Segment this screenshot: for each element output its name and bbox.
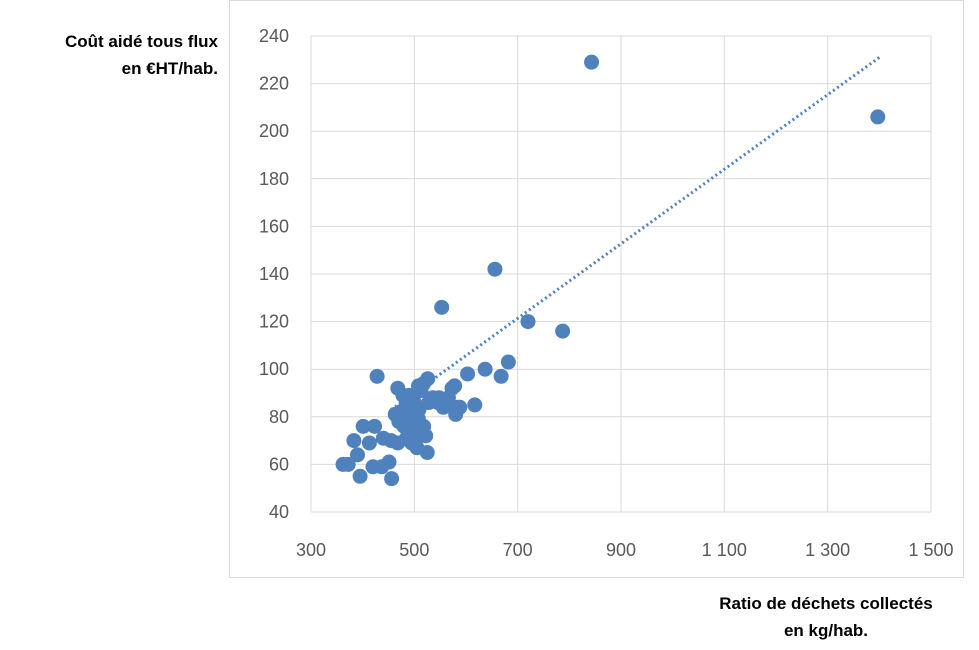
y-tick-label: 240 xyxy=(259,26,289,46)
x-axis-title: Ratio de déchets collectés en kg/hab. xyxy=(640,590,979,644)
y-axis-title: Coût aidé tous flux en €HT/hab. xyxy=(0,28,218,82)
data-point xyxy=(355,418,371,434)
y-tick-label: 40 xyxy=(269,502,289,522)
y-axis-title-line-2: en €HT/hab. xyxy=(121,59,218,78)
data-point xyxy=(406,421,422,437)
data-point xyxy=(420,371,436,387)
x-axis-title-line-2: en kg/hab. xyxy=(783,621,869,640)
data-point xyxy=(361,435,377,451)
y-tick-label: 140 xyxy=(259,264,289,284)
data-point xyxy=(447,378,463,394)
trendline xyxy=(390,56,881,411)
data-point xyxy=(375,430,391,446)
y-tick-label: 220 xyxy=(259,74,289,94)
data-point xyxy=(584,54,600,70)
x-axis-title-line-1: Ratio de déchets collectés xyxy=(719,594,933,613)
data-point xyxy=(448,406,464,422)
data-point xyxy=(384,471,400,487)
data-point xyxy=(411,402,427,418)
y-tick-label: 100 xyxy=(259,359,289,379)
data-point xyxy=(381,454,397,470)
y-tick-label: 120 xyxy=(259,312,289,332)
y-axis-title-line-1: Coût aidé tous flux xyxy=(65,32,218,51)
chart-area xyxy=(229,0,964,578)
data-point xyxy=(493,368,509,384)
x-tick-label: 1 100 xyxy=(702,540,747,560)
data-point xyxy=(870,109,886,125)
x-tick-label: 1 500 xyxy=(908,540,953,560)
data-points xyxy=(335,54,886,487)
data-point xyxy=(500,354,516,370)
data-point xyxy=(391,414,407,430)
x-tick-label: 700 xyxy=(503,540,533,560)
data-point xyxy=(467,397,483,413)
data-point xyxy=(520,314,536,330)
y-tick-label: 200 xyxy=(259,121,289,141)
data-point xyxy=(335,456,351,472)
data-point xyxy=(352,468,368,484)
data-point xyxy=(346,433,362,449)
data-point xyxy=(367,418,383,434)
y-tick-label: 60 xyxy=(269,454,289,474)
data-point xyxy=(460,366,476,382)
data-point xyxy=(409,440,425,456)
data-point xyxy=(350,447,365,463)
trendline-layer xyxy=(390,56,881,411)
x-tick-label: 300 xyxy=(296,540,326,560)
data-point xyxy=(434,299,450,315)
data-point xyxy=(477,361,493,377)
data-point xyxy=(487,261,503,277)
y-tick-label: 180 xyxy=(259,169,289,189)
data-point xyxy=(369,368,385,384)
x-tick-label: 900 xyxy=(606,540,636,560)
tick-labels: 40 60 80 100 120 140 160 180 200 220 240 300 500 700 9… xyxy=(259,26,954,560)
x-tick-label: 1 300 xyxy=(805,540,850,560)
x-tick-label: 500 xyxy=(399,540,429,560)
data-point xyxy=(555,323,571,339)
y-tick-label: 160 xyxy=(259,216,289,236)
y-tick-label: 80 xyxy=(269,407,289,427)
